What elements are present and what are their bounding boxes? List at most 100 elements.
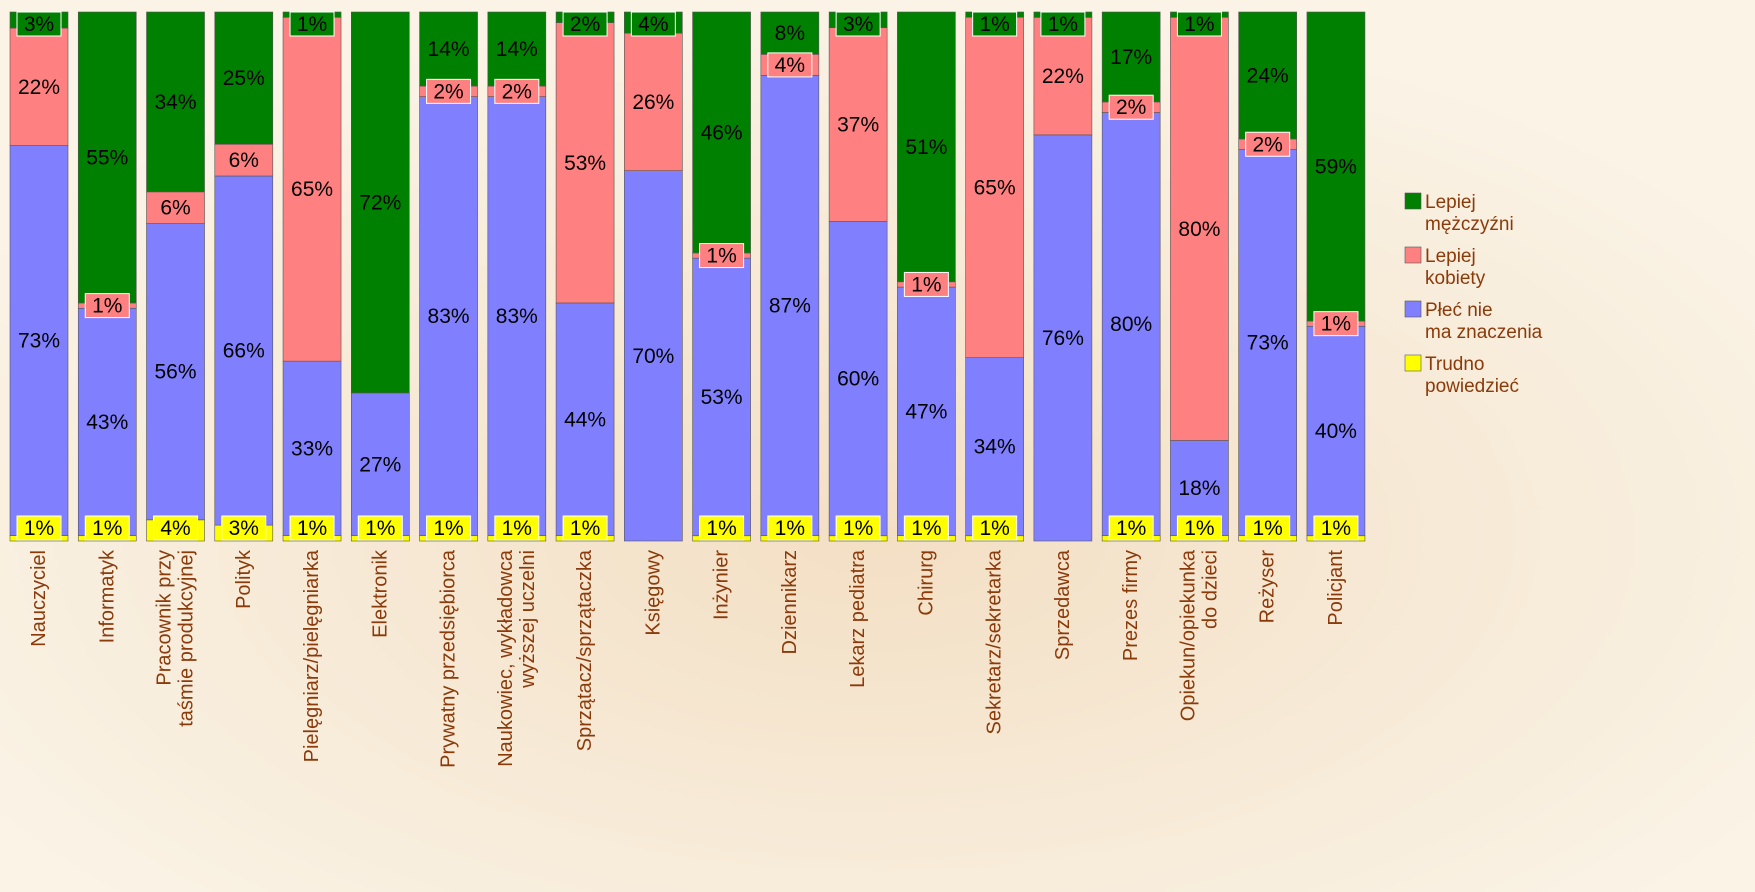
label-box <box>562 11 608 37</box>
data-label: 1% <box>1040 11 1086 37</box>
value-label: 1% <box>92 517 122 540</box>
bar-segment <box>897 286 956 537</box>
data-label: 1% <box>699 243 745 269</box>
bar-segment <box>214 11 274 145</box>
value-label: 34% <box>974 436 1016 459</box>
data-label: 83% <box>428 305 470 328</box>
data-label: 1% <box>357 515 403 541</box>
bar-segment <box>146 11 205 193</box>
data-label: 47% <box>905 400 947 423</box>
data-label: 25% <box>223 67 265 90</box>
data-label: 4% <box>630 11 676 37</box>
data-label: 46% <box>701 121 743 144</box>
value-label: 76% <box>1042 327 1084 350</box>
value-label: 1% <box>1253 517 1283 540</box>
x-tick-label: Elektronik <box>369 549 391 638</box>
data-label: 17% <box>1110 46 1152 69</box>
value-label: 55% <box>86 146 128 169</box>
data-label: 8% <box>775 22 805 45</box>
x-tick-label: Informatyk <box>96 549 118 643</box>
data-label: 18% <box>1178 477 1220 500</box>
bar-segment <box>1101 112 1161 537</box>
label-box <box>835 515 881 541</box>
bar-segment <box>1170 16 1229 441</box>
data-label: 2% <box>1245 131 1291 157</box>
value-label: 14% <box>428 38 470 61</box>
value-label: 1% <box>92 295 122 318</box>
data-label: 6% <box>229 149 259 172</box>
label-box <box>835 11 881 37</box>
label-box <box>1176 515 1222 541</box>
value-label: 26% <box>632 91 674 114</box>
data-label: 43% <box>86 411 128 434</box>
data-label: 4% <box>153 515 199 541</box>
legend-swatch <box>1404 246 1422 264</box>
data-label: 24% <box>1247 64 1289 87</box>
x-tick-label: Reżyser <box>1257 550 1279 624</box>
value-label: 3% <box>24 13 54 36</box>
value-label: 1% <box>1321 313 1351 336</box>
bar-segment <box>214 143 274 177</box>
value-label: 1% <box>979 517 1009 540</box>
value-label: 1% <box>1048 13 1078 36</box>
value-label: 1% <box>297 517 327 540</box>
label-box <box>1176 11 1222 37</box>
value-label: 6% <box>229 149 259 172</box>
value-label: 66% <box>223 340 265 363</box>
data-label: 53% <box>564 152 606 175</box>
bar-segment <box>487 96 547 537</box>
bar-segment <box>9 27 69 146</box>
bar-segment <box>828 27 888 222</box>
value-label: 37% <box>837 114 879 137</box>
data-label: 4% <box>767 52 813 78</box>
bar-segment <box>282 360 342 537</box>
data-label: 33% <box>291 437 333 460</box>
label-box <box>1108 94 1154 120</box>
bar-segment <box>1101 11 1161 103</box>
bar-segment <box>828 221 888 537</box>
x-tick-label: Naukowiec, wykładowcawyższej uczelni <box>495 549 539 767</box>
data-label: 1% <box>16 515 62 541</box>
label-box <box>1040 11 1086 37</box>
value-label: 47% <box>905 400 947 423</box>
label-box <box>1245 131 1291 157</box>
label-box <box>357 515 403 541</box>
x-tick-label: Pielęgniarz/pielęgniarka <box>301 549 323 762</box>
data-label: 1% <box>1176 11 1222 37</box>
x-tick-label: Księgowy <box>642 550 664 636</box>
bar-segment <box>1238 149 1297 537</box>
value-label: 27% <box>359 453 401 476</box>
value-label: 22% <box>18 76 60 99</box>
label-box <box>1313 311 1359 337</box>
label-box <box>699 515 745 541</box>
data-label: 80% <box>1178 218 1220 241</box>
data-label: 40% <box>1315 420 1357 443</box>
value-label: 33% <box>291 437 333 460</box>
legend-swatch <box>1404 354 1422 372</box>
value-label: 3% <box>843 13 873 36</box>
bar-segment <box>350 392 410 537</box>
data-label: 1% <box>1245 515 1291 541</box>
value-label: 80% <box>1178 218 1220 241</box>
value-label: 8% <box>775 22 805 45</box>
label-box <box>426 78 472 104</box>
data-label: 72% <box>359 191 401 214</box>
data-label: 26% <box>632 91 674 114</box>
label-box <box>221 515 267 541</box>
value-label: 1% <box>911 517 941 540</box>
legend-label: Lepiej kobiety <box>1425 246 1486 289</box>
label-box <box>767 515 813 541</box>
value-label: 1% <box>297 13 327 36</box>
value-label: 83% <box>496 305 538 328</box>
bar-segment <box>760 75 820 537</box>
bar-segment <box>214 175 274 526</box>
data-label: 1% <box>84 515 130 541</box>
value-label: 53% <box>564 152 606 175</box>
x-tick-label: Nauczyciel <box>28 550 50 647</box>
label-box <box>494 78 540 104</box>
data-label: 66% <box>223 340 265 363</box>
value-label: 25% <box>223 67 265 90</box>
value-label: 1% <box>24 517 54 540</box>
data-label: 1% <box>699 515 745 541</box>
data-label: 1% <box>972 11 1018 37</box>
